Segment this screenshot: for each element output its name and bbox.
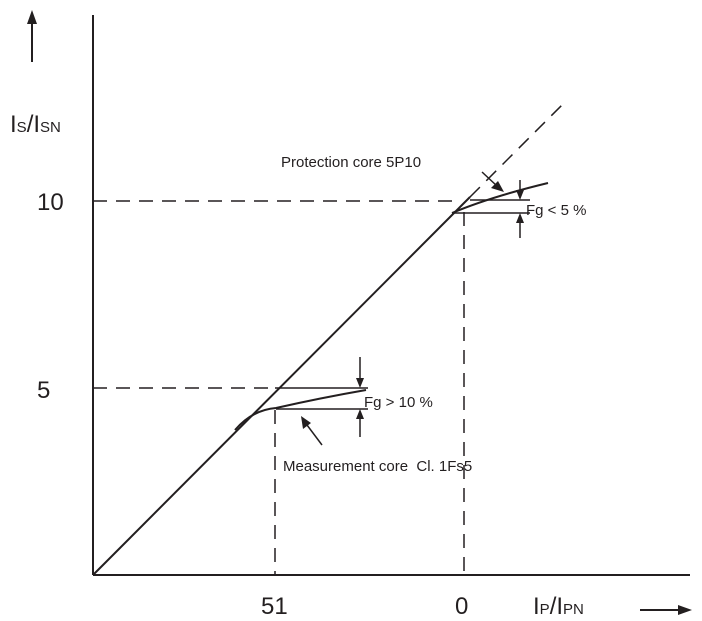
y-axis-label: IS/ISN [10, 111, 61, 138]
measurement-core-curve [234, 389, 367, 431]
measurement-core-label: Measurement core Cl. 1Fs5 [283, 458, 472, 475]
protection-core-pointer-head [491, 181, 504, 192]
protection-dim-lower-arrowhead [516, 213, 524, 223]
y-tick-10: 10 [37, 189, 64, 216]
y-axis-arrowhead [27, 10, 37, 24]
x-axis-arrowhead [678, 605, 692, 615]
x-tick-51: 51 [261, 593, 288, 620]
protection-core-label: Protection core 5P10 [281, 154, 421, 171]
measurement-core-pointer [306, 424, 323, 446]
ideal-characteristic-line [92, 196, 471, 576]
fg-protection-label: Fg < 5 % [526, 202, 586, 219]
measurement-dim-upper-arrowhead [356, 378, 364, 388]
protection-core-curve [451, 182, 549, 214]
protection-core-pointer [481, 171, 498, 187]
protection-dim-upper-arrowhead [516, 190, 524, 200]
measurement-dim-lower-arrowhead [356, 409, 364, 419]
fg-measurement-label: Fg > 10 % [364, 394, 433, 411]
y-tick-5: 5 [37, 377, 50, 404]
measurement-core-pointer-head [301, 416, 311, 429]
ideal-characteristic-dashed-extension [469, 100, 567, 198]
x-axis-label: IP/IPN [533, 593, 584, 620]
x-tick-0: 0 [455, 593, 468, 620]
